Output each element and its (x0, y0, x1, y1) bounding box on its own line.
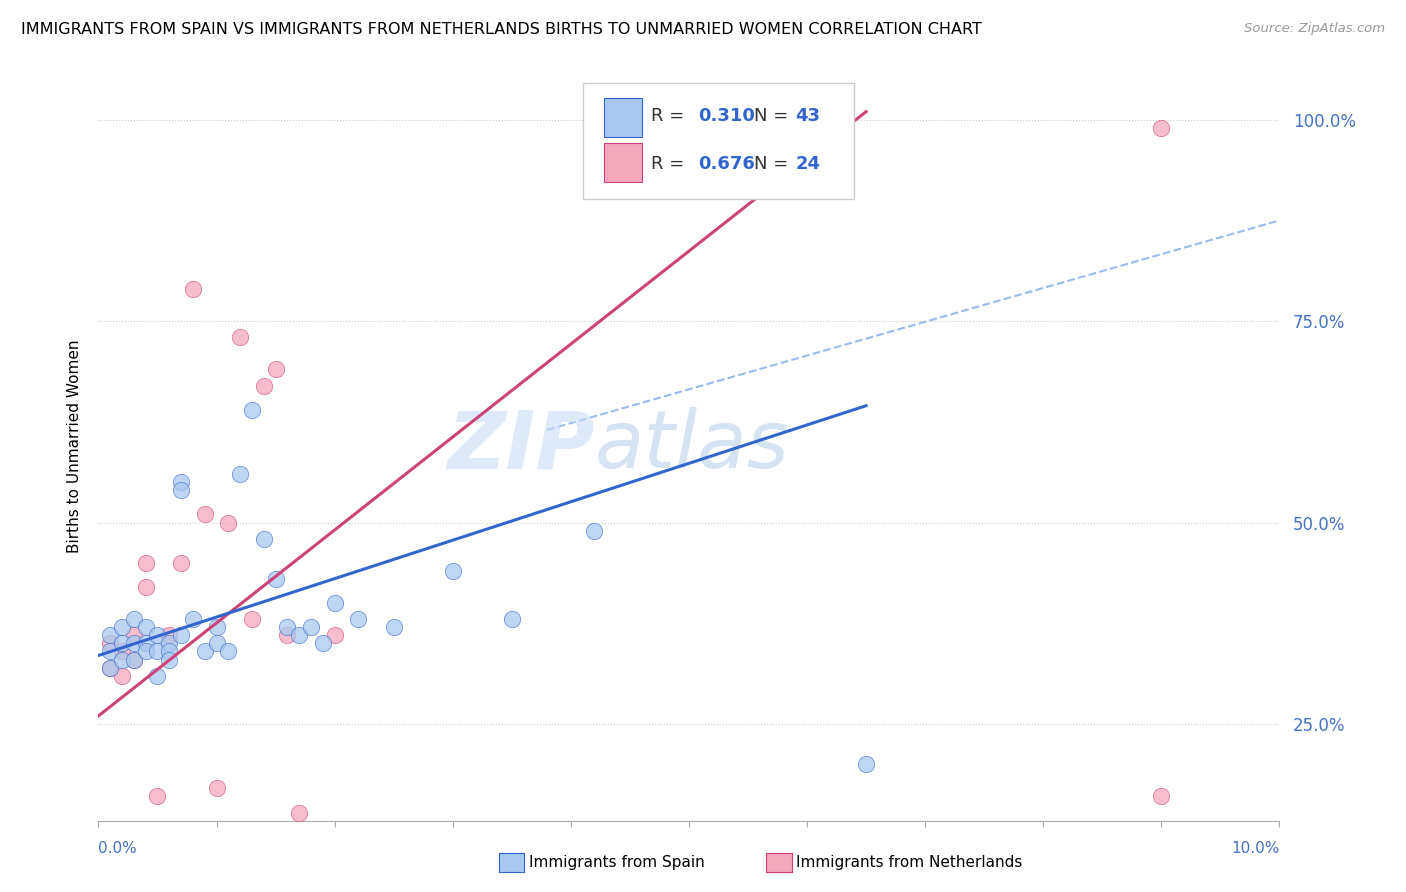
Point (170, 475, 193, 490)
Point (135, 636, 157, 650)
Point (170, 483, 193, 498)
Point (796, 120, 818, 135)
Y-axis label: Births to Unmarried Women: Births to Unmarried Women (66, 339, 82, 553)
Point (181, 612, 204, 626)
Point (122, 612, 145, 626)
Text: 43: 43 (796, 107, 820, 125)
Point (122, 652, 145, 666)
Text: IMMIGRANTS FROM SPAIN VS IMMIGRANTS FROM NETHERLANDS BIRTHS TO UNMARRIED WOMEN C: IMMIGRANTS FROM SPAIN VS IMMIGRANTS FROM… (21, 22, 981, 37)
Point (299, 620, 322, 634)
Text: ZIP: ZIP (447, 407, 595, 485)
Point (323, 596, 346, 610)
Point (146, 668, 169, 682)
Point (146, 644, 169, 658)
Text: Immigrants from Netherlands: Immigrants from Netherlands (796, 855, 1022, 870)
Point (157, 644, 180, 658)
Point (240, 402, 263, 417)
Point (170, 628, 193, 642)
Point (111, 652, 134, 666)
Point (111, 620, 134, 634)
Point (240, 612, 263, 626)
Point (170, 556, 193, 570)
Point (194, 508, 217, 522)
Point (217, 516, 239, 530)
Point (347, 612, 370, 626)
Text: Immigrants from Spain: Immigrants from Spain (529, 855, 704, 870)
Point (323, 628, 346, 642)
Point (181, 282, 204, 296)
Point (205, 636, 228, 650)
Point (135, 620, 157, 634)
Point (288, 805, 311, 820)
Point (229, 467, 252, 482)
Text: 0.0%: 0.0% (98, 841, 138, 855)
Point (229, 330, 252, 344)
Point (264, 362, 287, 376)
Text: 10.0%: 10.0% (1232, 841, 1279, 855)
FancyBboxPatch shape (582, 83, 855, 199)
Point (146, 628, 169, 642)
Point (312, 636, 335, 650)
Point (205, 620, 228, 634)
Point (111, 644, 134, 658)
Text: 0.676: 0.676 (699, 154, 755, 172)
Point (501, 612, 523, 626)
Point (98, 636, 121, 650)
Point (276, 620, 298, 634)
Point (264, 572, 287, 586)
FancyBboxPatch shape (605, 97, 641, 136)
Point (441, 564, 464, 578)
Text: 0.310: 0.310 (699, 107, 755, 125)
Point (253, 378, 276, 392)
Point (157, 628, 180, 642)
Point (382, 620, 405, 634)
Point (135, 556, 157, 570)
Point (135, 580, 157, 594)
Point (583, 524, 606, 538)
Point (135, 644, 157, 658)
Point (122, 652, 145, 666)
Point (217, 644, 239, 658)
Text: N =: N = (754, 154, 794, 172)
Point (157, 636, 180, 650)
FancyBboxPatch shape (605, 143, 641, 181)
Text: atlas: atlas (595, 407, 789, 485)
Point (205, 781, 228, 796)
Text: 24: 24 (796, 154, 820, 172)
Point (678, 128, 700, 143)
Text: N =: N = (754, 107, 794, 125)
Text: Source: ZipAtlas.com: Source: ZipAtlas.com (1244, 22, 1385, 36)
Point (288, 628, 311, 642)
Point (1150, 120, 1173, 135)
Point (276, 628, 298, 642)
Point (1150, 789, 1173, 804)
Point (98, 644, 121, 658)
Point (122, 636, 145, 650)
Point (98, 660, 121, 674)
Point (122, 628, 145, 642)
Point (253, 532, 276, 546)
Point (157, 652, 180, 666)
Point (98, 660, 121, 674)
Point (98, 628, 121, 642)
Point (194, 644, 217, 658)
Point (855, 757, 877, 772)
Point (111, 668, 134, 682)
Point (146, 789, 169, 804)
Point (111, 636, 134, 650)
Text: R =: R = (651, 107, 690, 125)
Text: R =: R = (651, 154, 690, 172)
